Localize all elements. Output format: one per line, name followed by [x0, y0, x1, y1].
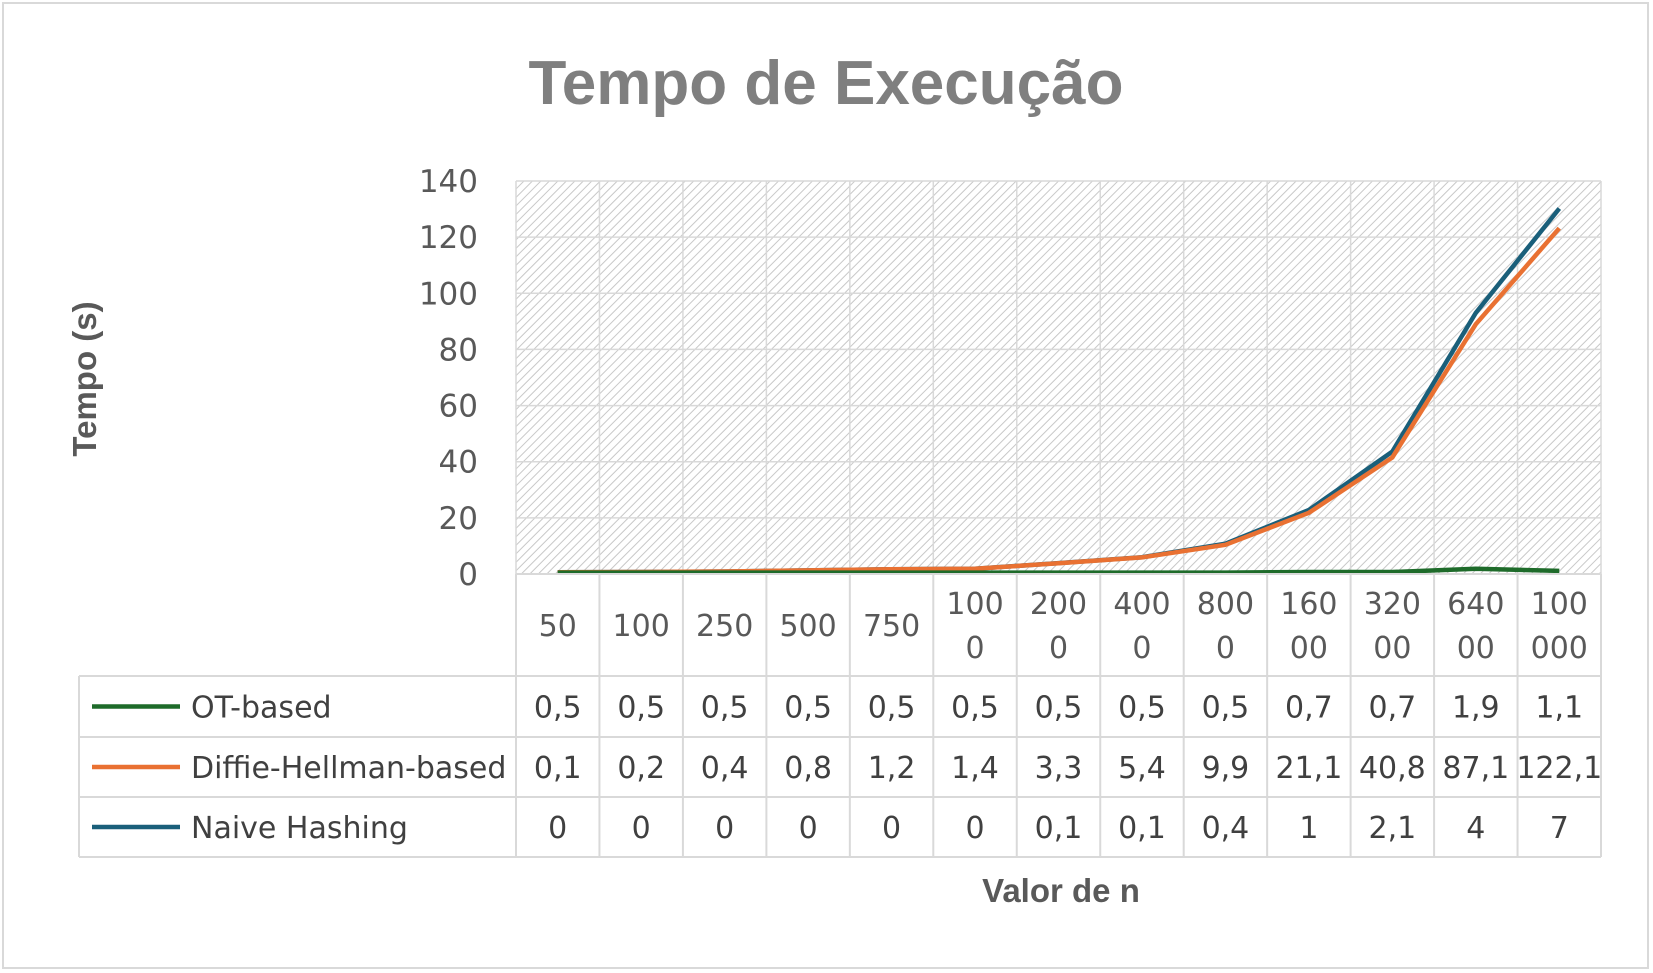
- data-label: 7: [1550, 811, 1569, 846]
- data-label: 0,4: [1202, 811, 1250, 846]
- data-label: 0,7: [1285, 691, 1333, 726]
- y-axis-title: Tempo (s): [66, 301, 103, 456]
- data-label: 0,2: [617, 751, 665, 786]
- data-label: 0,5: [951, 691, 999, 726]
- data-label: 0,8: [784, 751, 832, 786]
- x-category-label: 0: [1216, 631, 1235, 666]
- data-label: 0,5: [1118, 691, 1166, 726]
- x-category-label: 400: [1113, 587, 1170, 622]
- x-category-label: 00: [1457, 631, 1495, 666]
- x-category-label: 00: [1373, 631, 1411, 666]
- data-label: 9,9: [1202, 751, 1250, 786]
- y-tick-label: 0: [458, 557, 478, 593]
- data-label: 0,5: [1202, 691, 1250, 726]
- data-label: 21,1: [1275, 751, 1342, 786]
- data-label: 0,5: [617, 691, 665, 726]
- data-label: 0,5: [1035, 691, 1083, 726]
- data-label: 2,1: [1368, 811, 1416, 846]
- data-label: 0: [799, 811, 818, 846]
- data-label: 3,3: [1035, 751, 1083, 786]
- data-label: 0: [715, 811, 734, 846]
- y-tick-label: 120: [419, 220, 478, 256]
- data-label: 0: [632, 811, 651, 846]
- data-table: 50 100 250 500 75010002000400080001600032000…: [78, 573, 1602, 858]
- data-label: 87,1: [1442, 751, 1509, 786]
- x-category-label: 500: [779, 609, 836, 644]
- data-label: 0: [882, 811, 901, 846]
- data-label: 0,4: [701, 751, 749, 786]
- y-tick-label: 20: [439, 501, 478, 537]
- x-category-label: 100: [946, 587, 1003, 622]
- x-category-label: 640: [1447, 587, 1504, 622]
- data-label: 0: [548, 811, 567, 846]
- y-tick-label: 100: [419, 276, 478, 312]
- data-label: 0,5: [534, 691, 582, 726]
- x-category-label: 0: [965, 631, 984, 666]
- legend-label: OT-based: [191, 691, 332, 726]
- data-label: 1,4: [951, 751, 999, 786]
- y-tick-label: 140: [419, 164, 478, 200]
- data-label: 0,5: [784, 691, 832, 726]
- data-label: 0,1: [1035, 811, 1083, 846]
- y-tick-label: 40: [439, 445, 478, 481]
- x-category-label: 000: [1531, 631, 1588, 666]
- plot-area: 0 20 40 60 80 100 120 140: [419, 164, 1602, 593]
- chart-title: Tempo de Execução: [529, 49, 1124, 118]
- data-label: 5,4: [1118, 751, 1166, 786]
- data-label: 1: [1299, 811, 1318, 846]
- data-label: 4: [1466, 811, 1485, 846]
- x-axis-title: Valor de n: [982, 872, 1140, 909]
- plot-background: [516, 181, 1601, 574]
- data-label: 0,7: [1368, 691, 1416, 726]
- y-tick-label: 80: [439, 332, 478, 368]
- x-category-label: 750: [863, 609, 920, 644]
- y-tick-label: 60: [439, 389, 478, 425]
- x-category-label: 160: [1280, 587, 1337, 622]
- data-label: 0,5: [701, 691, 749, 726]
- x-category-label: 200: [1030, 587, 1087, 622]
- data-label: 122,1: [1516, 751, 1602, 786]
- data-label: 0,1: [534, 751, 582, 786]
- x-category-label: 320: [1364, 587, 1421, 622]
- x-category-label: 50: [539, 609, 577, 644]
- data-label: 40,8: [1359, 751, 1426, 786]
- data-label: 0,1: [1118, 811, 1166, 846]
- data-label: 1,9: [1452, 691, 1500, 726]
- x-category-label: 00: [1290, 631, 1328, 666]
- data-label: 1,2: [868, 751, 916, 786]
- x-category-label: 0: [1132, 631, 1151, 666]
- data-label: 0,5: [868, 691, 916, 726]
- data-label: 1,1: [1535, 691, 1583, 726]
- x-category-label: 0: [1049, 631, 1068, 666]
- x-category-label: 100: [613, 609, 670, 644]
- data-label: 0: [965, 811, 984, 846]
- x-category-label: 250: [696, 609, 753, 644]
- legend-label: Naive Hashing: [191, 811, 408, 846]
- x-category-label: 100: [1531, 587, 1588, 622]
- legend-label: Diffie-Hellman-based: [191, 751, 506, 786]
- x-category-label: 800: [1197, 587, 1254, 622]
